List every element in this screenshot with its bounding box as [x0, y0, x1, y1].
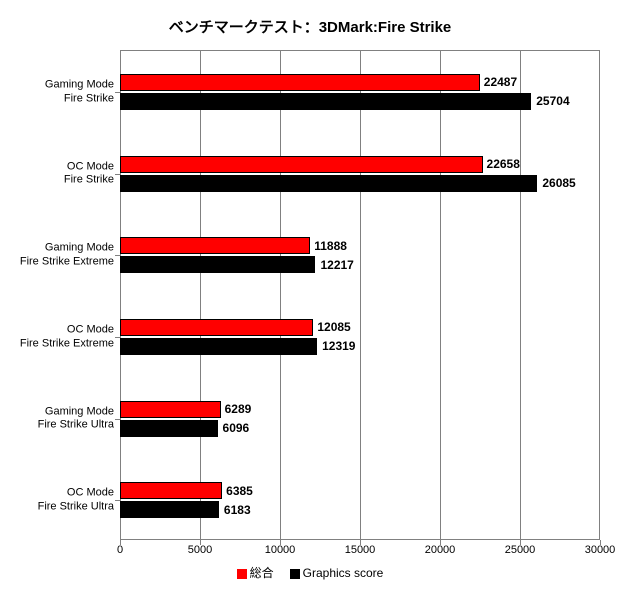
x-tick-label: 5000 — [188, 544, 212, 556]
bar-graphics: 26085 — [120, 175, 537, 192]
bar-overall: 6385 — [120, 482, 222, 499]
x-tick-label: 10000 — [265, 544, 296, 556]
bar-overall: 22658 — [120, 156, 483, 173]
bar-graphics: 12319 — [120, 338, 317, 355]
bar-overall: 12085 — [120, 319, 313, 336]
bar-graphics: 12217 — [120, 256, 315, 273]
x-tick-label: 20000 — [425, 544, 456, 556]
category-label: Gaming ModeFire Strike — [45, 78, 114, 106]
x-tick-label: 30000 — [585, 544, 616, 556]
gridline — [520, 51, 521, 540]
bar-value: 6289 — [225, 402, 252, 416]
x-tick-label: 0 — [117, 544, 123, 556]
gridline — [200, 51, 201, 540]
bar-overall: 6289 — [120, 401, 221, 418]
bar-overall: 11888 — [120, 237, 310, 254]
category-label: OC ModeFire Strike Ultra — [38, 486, 114, 514]
category-label: Gaming ModeFire Strike Extreme — [20, 241, 114, 269]
gridline — [440, 51, 441, 540]
bar-value: 12217 — [320, 258, 353, 272]
legend-label: 総合 — [250, 566, 274, 580]
y-axis — [120, 51, 121, 540]
bar-graphics: 25704 — [120, 93, 531, 110]
gridline — [360, 51, 361, 540]
category-label: OC ModeFire Strike Extreme — [20, 323, 114, 351]
chart-title: ベンチマークテスト：3DMark:Fire Strike — [0, 0, 620, 45]
bar-graphics: 6183 — [120, 501, 219, 518]
x-tick-label: 25000 — [505, 544, 536, 556]
bar-value: 6096 — [223, 421, 250, 435]
bar-value: 22487 — [484, 75, 517, 89]
legend-label: Graphics score — [303, 566, 384, 580]
bar-value: 12319 — [322, 339, 355, 353]
legend: 総合 Graphics score — [0, 564, 620, 581]
bar-value: 26085 — [542, 176, 575, 190]
bar-value: 25704 — [536, 94, 569, 108]
plot-area: 050001000015000200002500030000Gaming Mod… — [120, 50, 600, 540]
bar-overall: 22487 — [120, 74, 480, 91]
bar-value: 12085 — [317, 320, 350, 334]
gridline — [280, 51, 281, 540]
category-label: OC ModeFire Strike — [64, 160, 114, 188]
legend-item: 総合 — [237, 564, 274, 581]
category-label: Gaming ModeFire Strike Ultra — [38, 405, 114, 433]
legend-item: Graphics score — [290, 566, 384, 580]
bar-value: 22658 — [487, 157, 520, 171]
bar-value: 11888 — [314, 239, 347, 253]
bar-value: 6385 — [226, 484, 253, 498]
x-tick-label: 15000 — [345, 544, 376, 556]
legend-swatch — [237, 569, 247, 579]
bar-graphics: 6096 — [120, 420, 218, 437]
bar-value: 6183 — [224, 503, 251, 517]
legend-swatch — [290, 569, 300, 579]
